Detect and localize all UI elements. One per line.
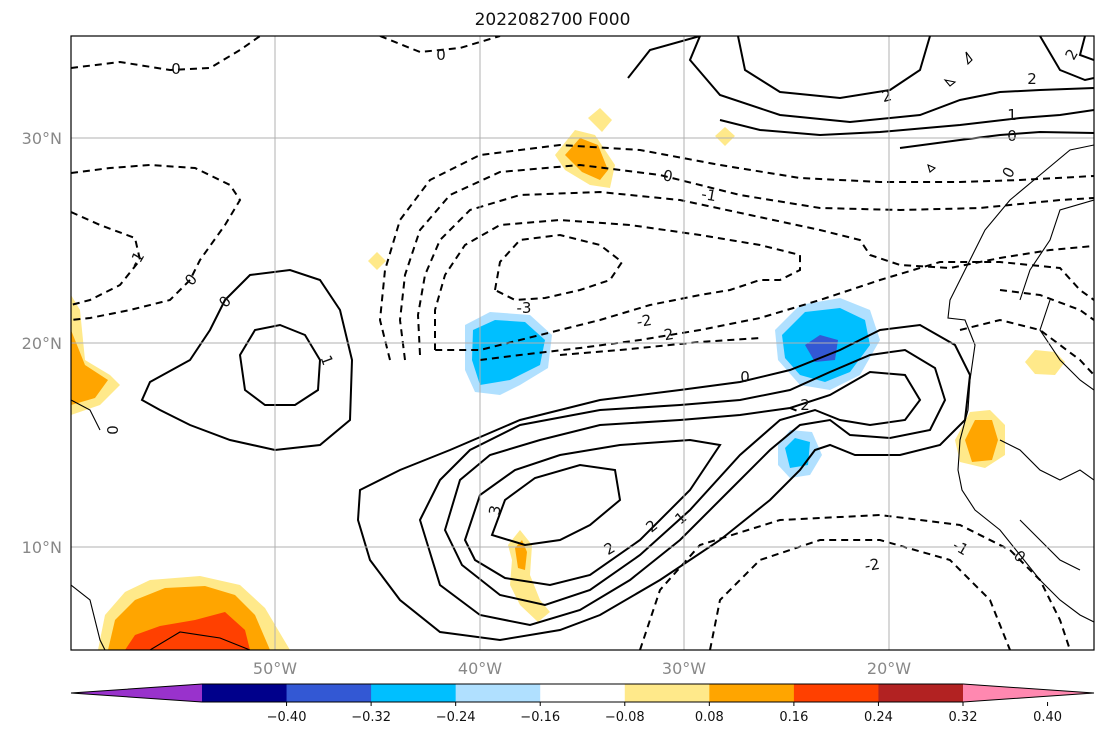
map-title: 2022082700 F000	[474, 10, 631, 30]
colorbar-segment	[371, 684, 457, 702]
longitude-labels: 50°W 40°W 30°W 20°W	[253, 659, 911, 678]
colorbar-segment	[455, 684, 541, 702]
colorbar-tick-label: −0.32	[351, 710, 391, 725]
colorbar-segment	[878, 684, 964, 702]
colorbar-extend-low	[71, 684, 202, 702]
contour-label: 1	[1007, 106, 1017, 124]
contour-label: 2	[880, 86, 894, 106]
colorbar-segment	[286, 684, 372, 702]
negative-anomaly-shading	[465, 298, 880, 478]
lon-label: 30°W	[662, 659, 706, 678]
contour-label: -3	[517, 299, 532, 317]
colorbar-tick-label: −0.24	[436, 710, 476, 725]
colorbar-tick-label: 0.32	[949, 710, 978, 725]
positive-anomaly-shading	[71, 108, 1065, 650]
contour-label: -2	[635, 311, 653, 331]
latitude-labels: 30°N 20°N 10°N	[22, 129, 62, 557]
contour-label: -2	[657, 325, 675, 345]
negative-contours	[71, 36, 1094, 650]
colorbar-tick-label: 0.40	[1033, 710, 1062, 725]
contour-label: 0	[662, 166, 675, 185]
colorbar-tick-label: 0.16	[779, 710, 808, 725]
coastlines	[71, 51, 1094, 650]
colorbar-segment	[709, 684, 795, 702]
colorbar-outline	[70, 683, 1095, 703]
lon-label: 50°W	[253, 659, 297, 678]
lat-label: 30°N	[22, 129, 62, 148]
contour-label: 2	[800, 396, 810, 414]
map-frame	[70, 35, 1095, 651]
colorbar-segment	[624, 684, 710, 702]
lat-label: 20°N	[22, 334, 62, 353]
colorbar-tick-label: −0.16	[520, 710, 560, 725]
contour-label: 0	[171, 60, 181, 78]
contour-label: 0	[740, 368, 750, 386]
lat-label: 10°N	[22, 538, 62, 557]
contour-label: 2	[1027, 70, 1037, 88]
colorbar-tick-label: −0.08	[605, 710, 645, 725]
colorbar-segment	[202, 684, 288, 702]
contour-label: 0	[103, 425, 121, 435]
map-plot-area: 0 0 -1 0 0 1 0 -3 -2 -2 0 -1 2 2 1 0 2 0…	[71, 36, 1094, 650]
lon-label: 20°W	[867, 659, 911, 678]
colorbar-segment	[793, 684, 879, 702]
positive-contours	[140, 36, 1094, 642]
lon-label: 40°W	[458, 659, 502, 678]
gridlines	[71, 36, 1094, 650]
contour-label: 3	[485, 504, 504, 517]
colorbar: −0.40 −0.32 −0.24 −0.16 −0.08 0.08 0.16 0.24 0.3…	[70, 683, 1095, 725]
colorbar-segment	[540, 684, 626, 702]
contour-label: 0	[1007, 127, 1017, 145]
colorbar-tick-label: −0.40	[267, 710, 307, 725]
colorbar-extend-high	[963, 684, 1094, 702]
contour-label: -1	[700, 185, 718, 205]
contour-label: 0	[436, 46, 446, 64]
colorbar-tick-label: 0.08	[695, 710, 724, 725]
colorbar-tick-label: 0.24	[864, 710, 893, 725]
contour-label: -2	[863, 555, 881, 575]
